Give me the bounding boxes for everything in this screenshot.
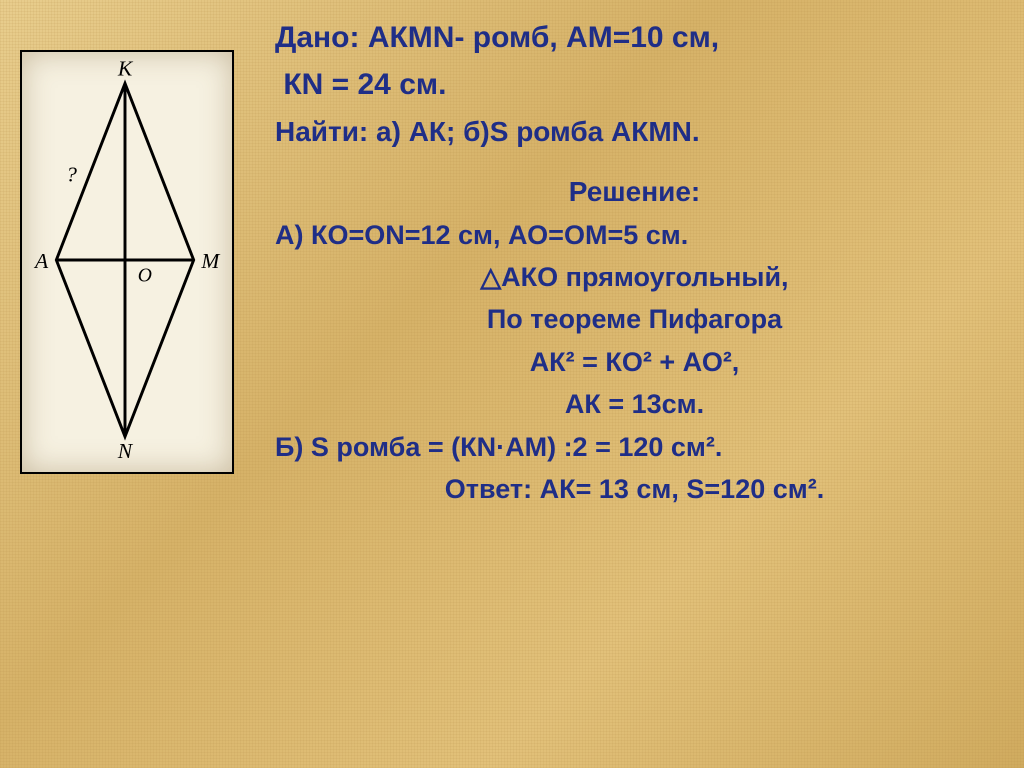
- text-content: Дано: АКМN- ромб, АМ=10 см, КN = 24 см. …: [275, 18, 994, 514]
- given-line-2: КN = 24 см.: [275, 65, 994, 106]
- rhombus-svg: К A M N O ?: [22, 52, 228, 468]
- label-a: A: [33, 249, 49, 273]
- given-line-1: Дано: АКМN- ромб, АМ=10 см,: [275, 18, 994, 59]
- step-3: По теореме Пифагора: [275, 301, 994, 337]
- label-m: M: [200, 249, 220, 273]
- slide: К A M N O ? Дано: АКМN- ромб, АМ=10 см, …: [0, 0, 1024, 768]
- step-7: Ответ: АК= 13 см, S=120 см².: [275, 471, 994, 507]
- solution-title: Решение:: [275, 173, 994, 211]
- label-k: К: [117, 57, 134, 81]
- label-n: N: [117, 439, 134, 463]
- step-6: Б) S ромба = (КN·АМ) :2 = 120 см².: [275, 429, 994, 465]
- step-4: АК² = КО² + АО²,: [275, 344, 994, 380]
- find-line: Найти: а) АК; б)S ромба АКМN.: [275, 113, 994, 151]
- step-2: △АКО прямоугольный,: [275, 259, 994, 295]
- rhombus-diagram: К A M N O ?: [20, 50, 234, 474]
- label-o: O: [138, 266, 152, 287]
- step-1: А) КО=ОN=12 см, АО=ОМ=5 см.: [275, 217, 994, 253]
- label-question: ?: [66, 163, 77, 187]
- step-5: АК = 13см.: [275, 386, 994, 422]
